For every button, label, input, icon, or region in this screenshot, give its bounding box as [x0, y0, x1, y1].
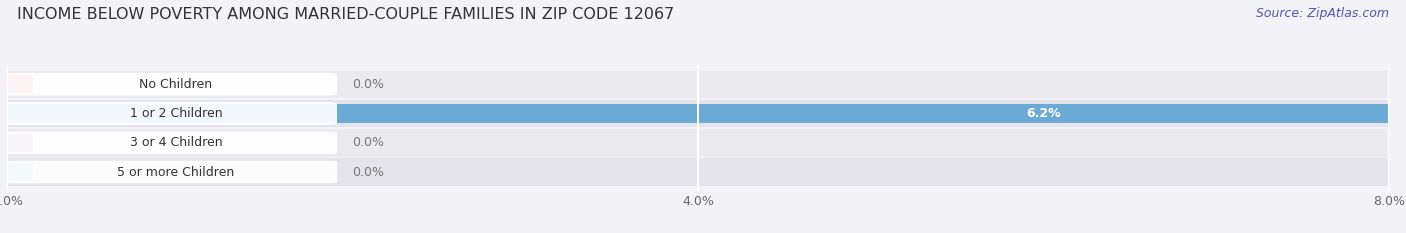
- Bar: [7, 71, 1389, 98]
- Text: 0.0%: 0.0%: [353, 136, 385, 149]
- Bar: [7, 129, 1389, 157]
- Bar: [7, 158, 1389, 186]
- Text: 5 or more Children: 5 or more Children: [117, 165, 235, 178]
- Text: 1 or 2 Children: 1 or 2 Children: [129, 107, 222, 120]
- Text: 0.0%: 0.0%: [353, 78, 385, 91]
- FancyBboxPatch shape: [1, 161, 337, 183]
- Text: 6.2%: 6.2%: [1026, 107, 1062, 120]
- Bar: [7, 163, 32, 181]
- Bar: [7, 100, 1389, 127]
- FancyBboxPatch shape: [1, 102, 337, 125]
- Bar: [7, 134, 32, 152]
- Text: No Children: No Children: [139, 78, 212, 91]
- Bar: [7, 104, 1389, 123]
- Bar: [7, 75, 32, 93]
- Text: Source: ZipAtlas.com: Source: ZipAtlas.com: [1256, 7, 1389, 20]
- Text: INCOME BELOW POVERTY AMONG MARRIED-COUPLE FAMILIES IN ZIP CODE 12067: INCOME BELOW POVERTY AMONG MARRIED-COUPL…: [17, 7, 673, 22]
- Text: 3 or 4 Children: 3 or 4 Children: [129, 136, 222, 149]
- FancyBboxPatch shape: [1, 131, 337, 154]
- FancyBboxPatch shape: [1, 73, 337, 96]
- Text: 0.0%: 0.0%: [353, 165, 385, 178]
